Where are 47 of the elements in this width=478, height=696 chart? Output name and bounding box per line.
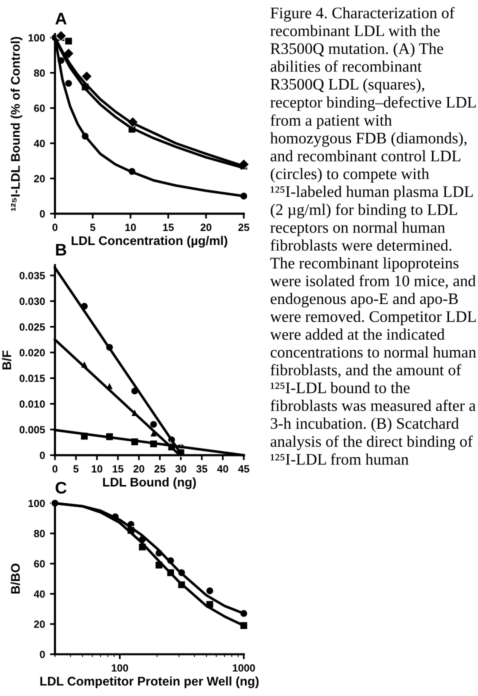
x-tick-label: 20 xyxy=(133,465,144,473)
y-tick-label: 0 xyxy=(40,650,45,658)
x-axis-title: LDL Competitor Protein per Well (ng) xyxy=(40,676,259,688)
y-tick-label: 100 xyxy=(28,34,45,42)
y-tick-label: 0.020 xyxy=(20,348,45,356)
x-tick-label: 0 xyxy=(52,465,58,473)
y-tick-label: 0.030 xyxy=(20,298,45,306)
chart-title: C xyxy=(56,482,67,494)
y-tick-label: 0 xyxy=(40,452,45,460)
y-tick-label: 0.015 xyxy=(20,374,45,382)
x-tick-label: 15 xyxy=(163,224,174,232)
chart-title: A xyxy=(55,12,67,24)
y-tick-label: 100 xyxy=(28,500,45,508)
y-tick-label: 0.005 xyxy=(20,426,45,434)
x-axis-title: LDL Bound (ng) xyxy=(103,477,196,490)
x-tick-label: 25 xyxy=(154,465,166,473)
x-tick-label: 30 xyxy=(175,465,186,473)
y-tick-label: 80 xyxy=(34,69,45,77)
y-tick-label: 40 xyxy=(34,590,45,598)
x-tick-label: 10 xyxy=(92,465,102,473)
y-tick-label: 80 xyxy=(34,530,45,538)
y-tick-label: 0.010 xyxy=(20,400,45,408)
y-tick-label: 40 xyxy=(34,140,45,148)
x-tick-label: 20 xyxy=(200,224,212,232)
y-tick-label: 20 xyxy=(34,620,45,628)
x-tick-label: 15 xyxy=(112,465,124,473)
x-tick-label: 10 xyxy=(125,224,136,232)
y-tick-label: 0.025 xyxy=(20,323,45,331)
y-axis-title: ¹²⁵I-LDL Bound (% of Control) xyxy=(10,36,22,211)
x-tick-label: 1000 xyxy=(232,664,255,672)
x-tick-label: 40 xyxy=(217,465,228,473)
x-tick-label: 45 xyxy=(238,465,250,473)
y-axis-title: B/F xyxy=(2,350,12,370)
y-tick-label: 20 xyxy=(34,174,45,182)
x-tick-label: 5 xyxy=(73,465,79,473)
y-tick-label: 0 xyxy=(40,210,45,218)
y-axis-title: B/BO xyxy=(10,564,20,594)
x-axis-title: LDL Concentration (µg/ml) xyxy=(72,236,228,248)
x-tick-label: 35 xyxy=(196,465,208,473)
y-tick-label: 60 xyxy=(34,560,45,568)
x-tick-label: 25 xyxy=(238,224,250,232)
x-tick-label: 5 xyxy=(90,224,96,232)
text: Figure 4. Characterization of recombinant LDL with the R3500Q mutation. (A) The abilities of recombinant R3500Q LDL (squares), receptor binding–defective LDL from a patient with homozygous FDB (diamonds), and recombinant control LDL (circles) to compete with ¹²⁵I-labeled human plasma LDL (2 µg/ml) for binding to LDL receptors on normal human fibroblasts were determined. The recombinant lipoproteins were isolated from 10 mice, and endogenous apo-E and apo-B were removed. Competitor LDL were added at the indicated concentrations to normal human fibroblasts, and the amount of ¹²⁵I-LDL bound to the fibroblasts was measured after a 3-h incubation. (B) Scatchard analysis of the direct binding of ¹²⁵I-LDL from human xyxy=(270,6,476,465)
x-tick-label: 0 xyxy=(52,224,58,232)
chart-title: B xyxy=(56,244,66,256)
y-tick-label: 0.035 xyxy=(20,272,45,280)
y-tick-label: 60 xyxy=(34,104,45,112)
